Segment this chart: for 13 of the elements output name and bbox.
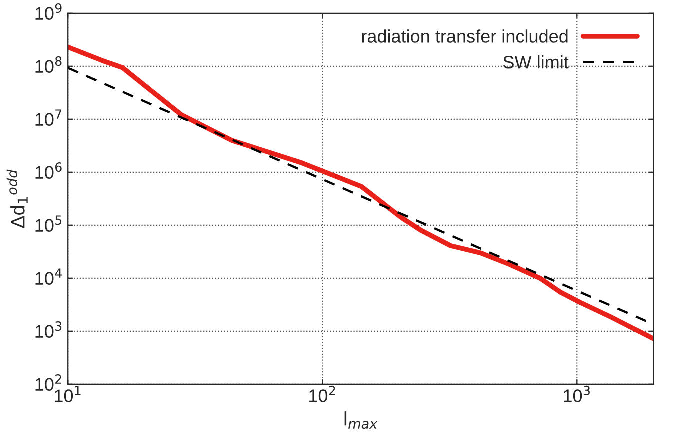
legend-label: SW limit	[504, 56, 569, 69]
y-axis-title: Δd$_{1}$$^{odd}$	[6, 170, 28, 228]
y-tick-label: 10$^{7}$	[36, 110, 62, 126]
y-tick-label: 10$^{6}$	[36, 162, 62, 179]
x-axis-title: l$_{max}$	[344, 412, 378, 430]
y-tick-label: 10$^{9}$	[36, 4, 62, 20]
y-tick-label: 10$^{4}$	[36, 268, 62, 286]
y-tick-label: 10$^{5}$	[36, 216, 62, 232]
legend-label: radiation transfer included	[362, 30, 568, 43]
x-tick-label: 10$^{3}$	[564, 386, 590, 402]
y-tick-label: 10$^{3}$	[36, 322, 62, 338]
y-tick-label: 10$^{8}$	[36, 56, 62, 73]
x-tick-label: 10$^{2}$	[310, 386, 336, 402]
